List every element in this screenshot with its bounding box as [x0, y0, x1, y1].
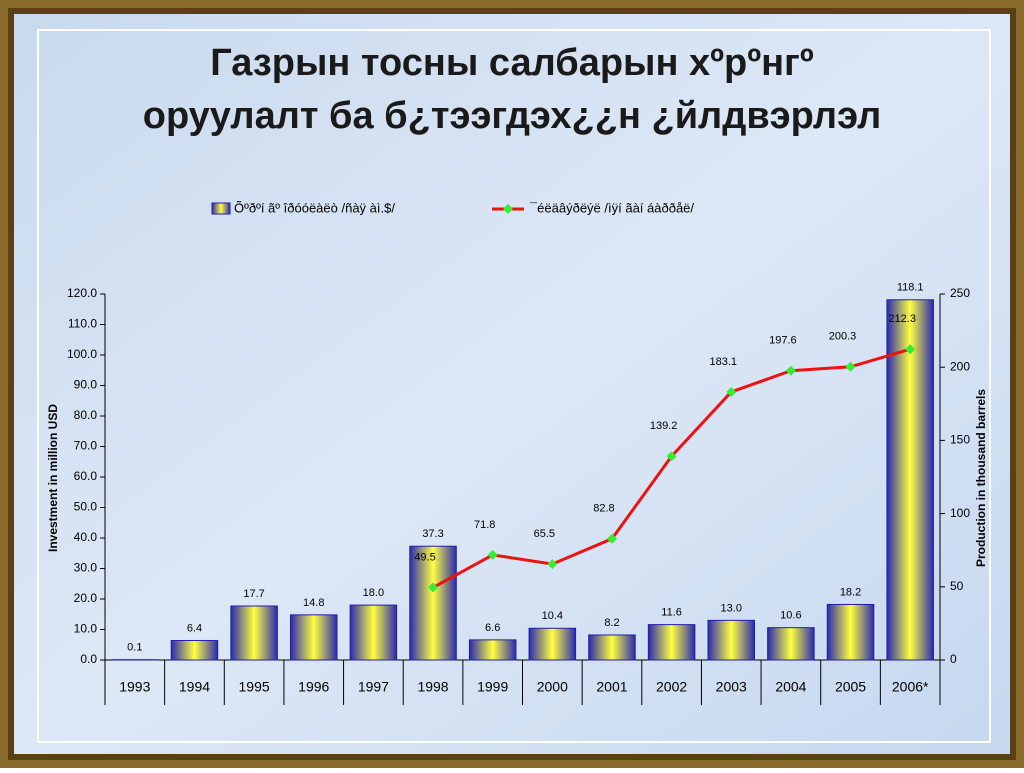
title-line: Газрын тосны салбарын хºрºнгº: [210, 42, 814, 84]
bar-value-label: 6.6: [485, 622, 500, 634]
line-value-label: 65.5: [534, 528, 555, 540]
y2-tick-label: 100: [950, 506, 970, 520]
x-tick-label: 2000: [537, 679, 568, 695]
line-value-label: 212.3: [888, 313, 916, 325]
bar: [529, 628, 576, 660]
bar: [589, 635, 636, 660]
y-axis-label: Investment in million USD: [46, 404, 60, 552]
y-tick-label: 120.0: [67, 286, 97, 300]
y-tick-label: 80.0: [74, 408, 98, 422]
legend-swatch: [212, 203, 230, 214]
x-tick-label: 2002: [656, 679, 687, 695]
y2-tick-label: 50: [950, 579, 964, 593]
x-tick-label: 2005: [835, 679, 866, 695]
bar: [768, 628, 815, 660]
line-value-label: 139.2: [650, 420, 678, 432]
bar: [231, 606, 278, 660]
y-tick-label: 30.0: [74, 561, 98, 575]
bar: [290, 615, 337, 660]
bar-value-label: 13.0: [721, 602, 742, 614]
y-tick-label: 40.0: [74, 530, 98, 544]
y-tick-label: 50.0: [74, 500, 98, 514]
title-line: оруулалт ба б¿тээгдэх¿¿н ¿йлдвэрлэл: [143, 95, 882, 137]
y2-tick-label: 150: [950, 433, 970, 447]
bar: [171, 640, 218, 660]
y2-tick-label: 0: [950, 652, 957, 666]
bar-value-label: 17.7: [243, 588, 264, 600]
bar-value-label: 10.4: [542, 610, 563, 622]
x-tick-label: 1993: [119, 679, 150, 695]
bar-value-label: 10.6: [780, 610, 801, 622]
x-tick-label: 2003: [716, 679, 747, 695]
bar-value-label: 6.4: [187, 622, 202, 634]
y-tick-label: 20.0: [74, 591, 98, 605]
y-tick-label: 100.0: [67, 347, 97, 361]
x-tick-label: 1999: [477, 679, 508, 695]
bar: [350, 605, 397, 660]
y-tick-label: 0.0: [80, 652, 97, 666]
y2-axis-label: Production in thousand barrels: [974, 389, 988, 567]
line-value-label: 82.8: [593, 503, 614, 515]
x-tick-label: 1997: [358, 679, 389, 695]
y-tick-label: 70.0: [74, 439, 98, 453]
bar-value-label: 18.0: [363, 587, 384, 599]
bar: [648, 625, 695, 660]
x-tick-label: 1995: [239, 679, 270, 695]
bar-value-label: 0.1: [127, 642, 142, 654]
line-value-label: 49.5: [414, 551, 435, 563]
y2-tick-label: 200: [950, 359, 970, 373]
x-tick-label: 2004: [775, 679, 806, 695]
x-tick-label: 1998: [417, 679, 448, 695]
line-value-label: 71.8: [474, 519, 495, 531]
y-tick-label: 10.0: [74, 622, 98, 636]
bar-value-label: 18.2: [840, 586, 861, 598]
bar-value-label: 8.2: [604, 617, 619, 629]
legend-label: Õºðºí ãº îðóóëàëò /ñàÿ àì.$/: [234, 200, 395, 215]
line-value-label: 197.6: [769, 335, 797, 347]
x-tick-label: 1994: [179, 679, 210, 695]
bar: [827, 604, 874, 660]
x-tick-label: 1996: [298, 679, 329, 695]
bar-value-label: 118.1: [897, 282, 924, 294]
bar-value-label: 37.3: [422, 528, 443, 540]
line-value-label: 183.1: [709, 356, 737, 368]
y-tick-label: 110.0: [68, 317, 97, 331]
y-tick-label: 90.0: [74, 378, 98, 392]
x-tick-label: 2001: [596, 679, 627, 695]
x-tick-label: 2006*: [892, 679, 929, 695]
legend-label: ¯éëäâýðëýë /ìÿí ãàí áàððåë/: [529, 200, 694, 215]
bar-value-label: 11.6: [661, 607, 682, 619]
bar: [708, 620, 755, 660]
line-value-label: 200.3: [829, 331, 857, 343]
y-tick-label: 60.0: [74, 469, 98, 483]
y2-tick-label: 250: [950, 286, 970, 300]
bar-value-label: 14.8: [303, 597, 324, 609]
bar: [469, 640, 516, 660]
